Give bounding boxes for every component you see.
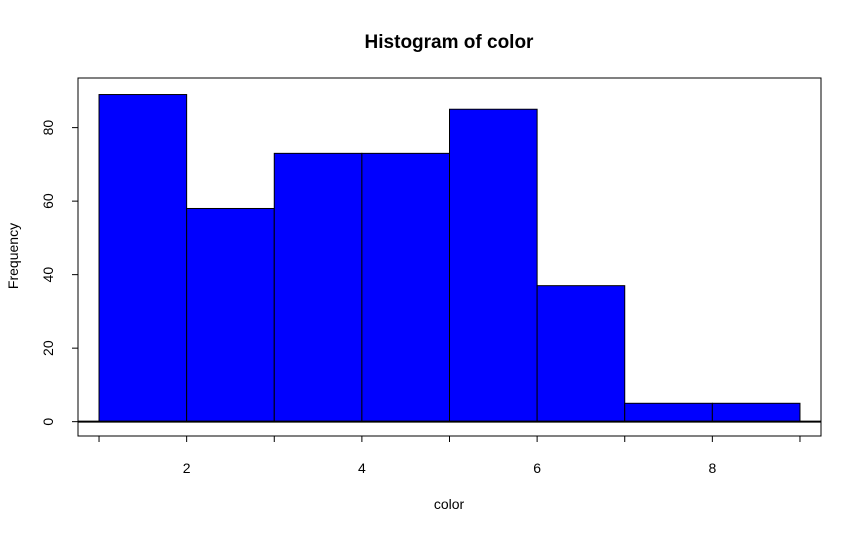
y-tick-label: 40 <box>40 267 56 283</box>
y-axis: 0 20 40 60 80 <box>40 120 79 426</box>
bars-group <box>98 94 801 423</box>
chart-title: Histogram of color <box>365 32 535 53</box>
histogram-bar <box>536 285 626 423</box>
y-axis-label: Frequency <box>5 223 21 289</box>
y-tick-label: 60 <box>40 193 56 209</box>
histogram-bar <box>273 152 363 423</box>
x-tick-label: 6 <box>533 460 541 476</box>
x-tick-label: 8 <box>708 460 716 476</box>
histogram-bar <box>624 402 713 423</box>
histogram-bar <box>449 108 538 423</box>
y-tick-label: 0 <box>40 418 56 426</box>
y-tick-label: 80 <box>40 120 56 136</box>
histogram-bar <box>361 152 451 423</box>
histogram-bar <box>186 207 275 423</box>
x-axis-label: color <box>434 496 465 512</box>
histogram-bar <box>711 402 801 423</box>
x-tick-label: 2 <box>183 460 191 476</box>
x-tick-label: 4 <box>358 460 366 476</box>
histogram-bar <box>98 94 188 423</box>
y-tick-label: 20 <box>40 340 56 356</box>
x-axis: 2 4 6 8 <box>98 435 801 476</box>
